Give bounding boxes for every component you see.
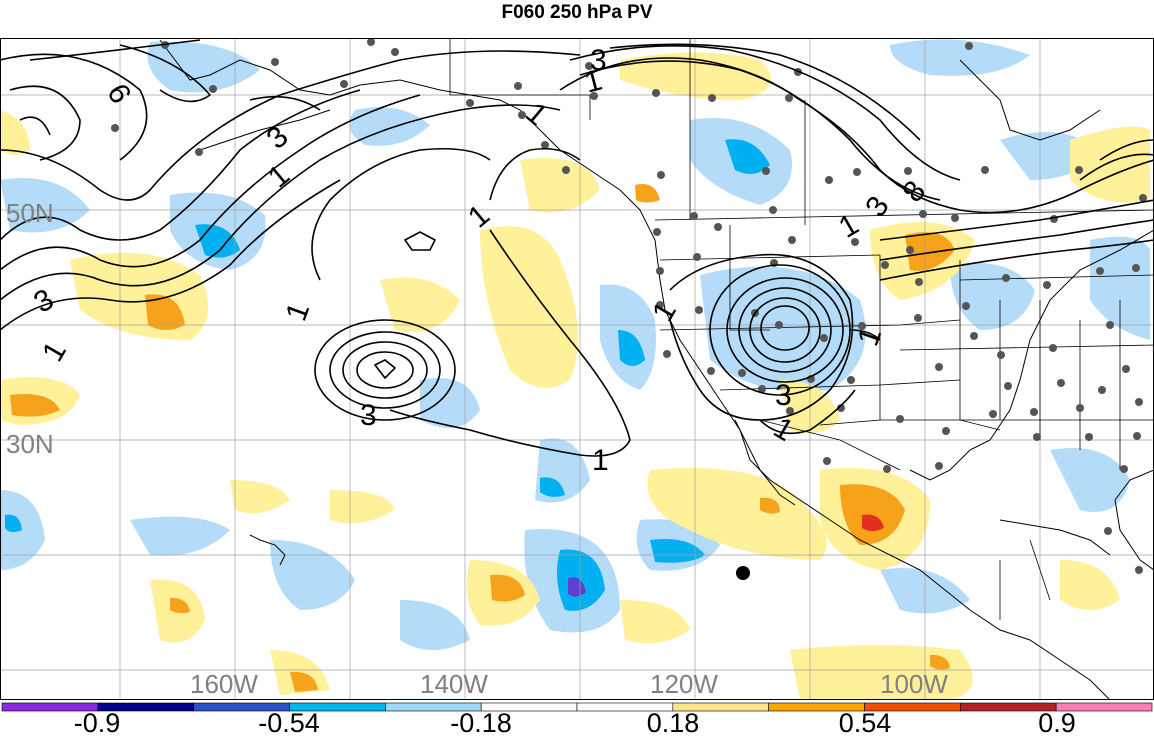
lat-label-50n: 50N [6, 198, 54, 228]
purple-anomalies [568, 577, 586, 597]
lon-label-160w: 160W [190, 669, 258, 699]
colorbar-label: -0.9 [73, 708, 121, 738]
map-title: F060 250 hPa PV [501, 2, 653, 23]
lon-label-140w: 140W [420, 669, 488, 699]
station-markers [111, 38, 1147, 574]
red-anomalies [862, 514, 884, 531]
coastlines [159, 39, 1154, 701]
lon-label-120w: 120W [650, 669, 718, 699]
contour-label: 1 [592, 444, 609, 477]
colorbar-swatch [1055, 702, 1153, 712]
political-boundaries [449, 38, 1154, 620]
colorbar-label: -0.54 [258, 708, 320, 738]
contour-label: 3 [775, 379, 792, 412]
graticule [0, 38, 1154, 700]
colorbar-label: 0.9 [1038, 708, 1076, 738]
colorbar-label: -0.18 [450, 708, 512, 738]
lat-label-30n: 30N [6, 429, 54, 459]
lon-label-100w: 100W [880, 669, 948, 699]
axis-labels: 50N 30N 160W 140W 120W 100W [6, 198, 948, 699]
contour-label: 3 [590, 44, 607, 77]
colorbar-label: 0.18 [646, 708, 700, 738]
pv-contours [0, 39, 1154, 457]
colorbar [1, 702, 1153, 712]
colorbar-label: 0.54 [838, 708, 892, 738]
highlight-station-marker [736, 566, 750, 580]
blue-anomalies [5, 139, 770, 611]
contour-label: 3 [360, 399, 377, 432]
orange-anomalies [10, 184, 955, 692]
